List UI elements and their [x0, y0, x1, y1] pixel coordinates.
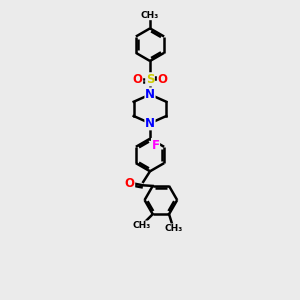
- Text: O: O: [124, 177, 135, 190]
- Text: CH₃: CH₃: [141, 11, 159, 20]
- Text: O: O: [158, 73, 167, 86]
- Text: N: N: [145, 88, 155, 101]
- Text: O: O: [133, 73, 142, 86]
- Text: CH₃: CH₃: [133, 221, 151, 230]
- Text: CH₃: CH₃: [164, 224, 183, 233]
- Text: F: F: [152, 139, 160, 152]
- Text: S: S: [146, 73, 154, 86]
- Text: N: N: [145, 117, 155, 130]
